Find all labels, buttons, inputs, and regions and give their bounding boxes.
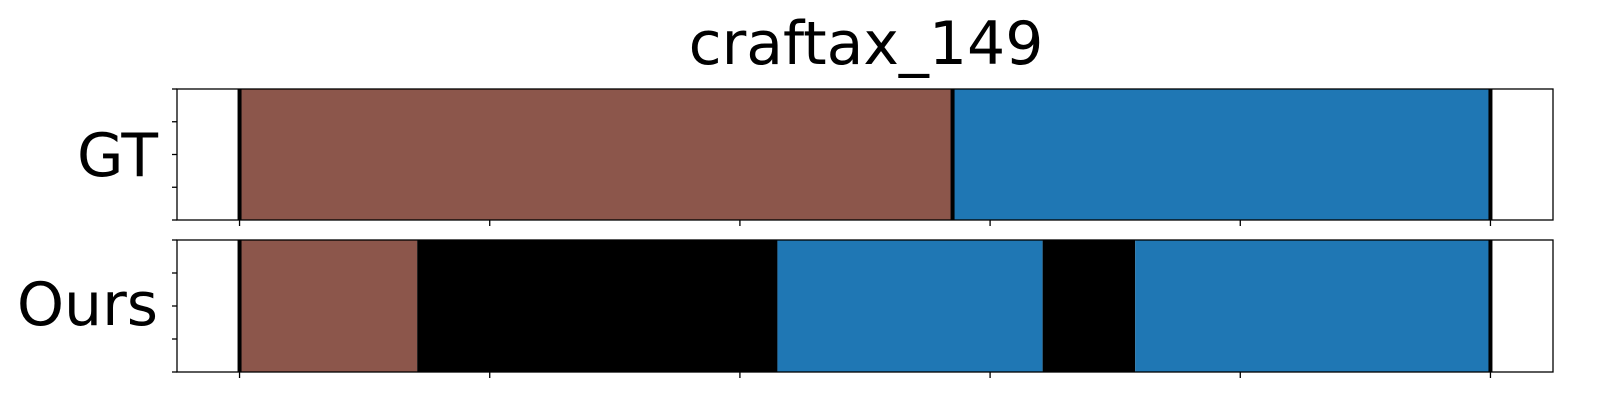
segment-gt-1 <box>952 89 1491 220</box>
segment-gt-0 <box>239 89 953 220</box>
chart-title: craftax_149 <box>689 9 1044 79</box>
segment-ours-2 <box>777 240 1043 372</box>
row-label-ours: Ours <box>17 270 158 340</box>
segment-ours-3 <box>1042 240 1136 372</box>
row-label-gt: GT <box>77 121 158 191</box>
segment-ours-4 <box>1135 240 1491 372</box>
segment-ours-0 <box>239 240 418 372</box>
segment-ours-1 <box>417 240 778 372</box>
plot-area <box>172 88 1554 378</box>
